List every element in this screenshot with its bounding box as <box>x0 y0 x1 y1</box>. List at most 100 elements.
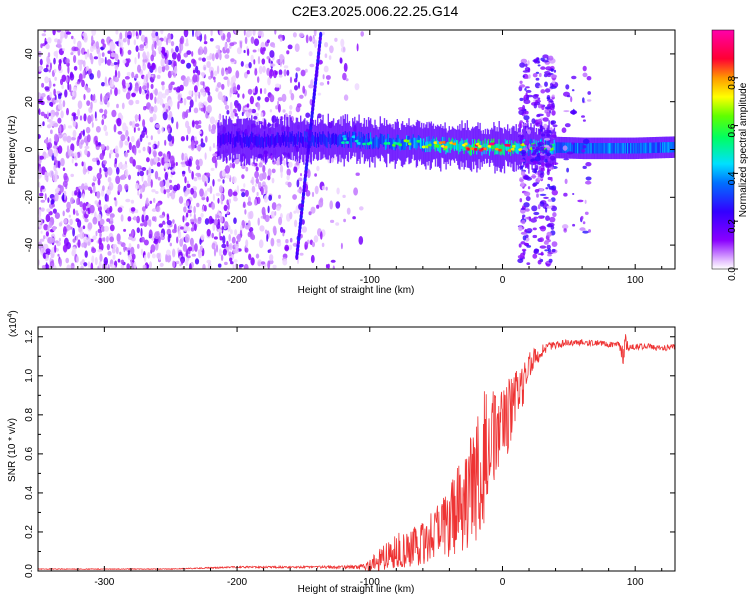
carrier-core <box>646 142 648 154</box>
carrier-core <box>363 135 366 147</box>
noise-speckle <box>79 231 85 240</box>
noise-speckle <box>270 210 275 219</box>
noise-speckle <box>135 45 139 52</box>
carrier-core <box>226 135 229 146</box>
noise-speckle <box>140 188 143 194</box>
noise-speckle <box>89 73 94 80</box>
carrier-core <box>666 142 668 153</box>
vertical-band-blob <box>520 159 526 163</box>
carrier-core <box>619 143 621 154</box>
noise-speckle <box>179 84 184 92</box>
noise-speckle <box>212 179 215 187</box>
carrier-core <box>641 142 644 154</box>
noise-speckle <box>269 69 275 77</box>
noise-speckle <box>211 232 214 239</box>
noise-speckle <box>222 179 225 184</box>
noise-speckle <box>46 208 51 213</box>
carrier-core <box>656 142 659 153</box>
noise-speckle <box>41 265 47 269</box>
noise-speckle <box>186 255 191 259</box>
vertical-band-blob <box>539 225 547 232</box>
noise-speckle <box>269 50 275 58</box>
carrier-core <box>412 134 414 145</box>
noise-speckle <box>132 253 136 260</box>
noise-speckle <box>65 208 70 213</box>
noise-speckle <box>47 37 52 44</box>
noise-speckle <box>197 218 202 225</box>
vertical-band-blob <box>544 106 552 110</box>
vertical-band-blob <box>564 178 568 184</box>
vertical-band-blob <box>539 257 542 260</box>
noise-speckle <box>62 244 68 253</box>
carrier-core <box>573 142 576 154</box>
noise-speckle <box>269 254 274 262</box>
noise-speckle <box>149 261 152 269</box>
noise-speckle <box>359 206 364 211</box>
noise-speckle <box>304 68 308 73</box>
noise-speckle <box>96 213 102 222</box>
noise-speckle <box>220 194 224 201</box>
vertical-band-blob <box>550 74 558 78</box>
vertical-band-blob <box>522 214 526 218</box>
noise-speckle <box>169 184 173 191</box>
noise-speckle <box>156 252 160 259</box>
noise-speckle <box>224 261 228 266</box>
noise-speckle <box>263 195 268 203</box>
noise-speckle <box>194 136 197 142</box>
vertical-band-blob <box>584 199 587 204</box>
vertical-band-blob <box>551 94 555 98</box>
vertical-band-blob <box>550 120 555 126</box>
noise-speckle <box>82 32 87 37</box>
noise-speckle <box>272 44 276 48</box>
vertical-band-blob <box>565 84 570 90</box>
noise-speckle <box>205 176 209 184</box>
vertical-band-blob <box>522 70 530 73</box>
carrier-core <box>638 142 640 154</box>
noise-speckle <box>243 263 249 269</box>
noise-speckle <box>62 210 65 217</box>
noise-speckle <box>289 89 293 95</box>
noise-speckle <box>119 251 122 255</box>
noise-speckle <box>44 171 47 181</box>
vertical-band-blob <box>582 165 587 169</box>
noise-speckle <box>124 140 129 146</box>
carrier-core <box>326 137 328 149</box>
noise-speckle <box>212 142 216 149</box>
noise-speckle <box>317 92 322 96</box>
noise-speckle <box>161 157 165 166</box>
noise-speckle <box>164 64 170 71</box>
noise-speckle <box>43 254 46 259</box>
noise-speckle <box>257 96 261 101</box>
carrier-core <box>630 143 632 154</box>
noise-speckle <box>75 235 79 241</box>
vertical-band-blob <box>537 97 541 100</box>
noise-speckle <box>122 59 127 64</box>
noise-speckle <box>186 62 192 69</box>
noise-speckle <box>65 31 72 35</box>
carrier-core <box>273 137 275 148</box>
noise-speckle <box>186 96 192 100</box>
carrier-core <box>528 145 530 156</box>
vertical-band-blob <box>540 251 544 256</box>
vertical-band-blob <box>525 63 528 67</box>
noise-speckle <box>114 69 118 78</box>
snr-x-axis-label: Height of straight line (km) <box>298 584 415 595</box>
vertical-band-blob <box>571 75 577 80</box>
noise-speckle <box>179 263 182 267</box>
noise-speckle <box>107 251 112 256</box>
noise-speckle <box>90 55 94 65</box>
noise-speckle <box>233 259 238 263</box>
carrier-core <box>378 137 380 148</box>
vertical-band-blob <box>547 158 551 162</box>
vertical-band-blob <box>542 59 549 63</box>
noise-speckle <box>169 155 175 165</box>
snr-series <box>38 334 675 571</box>
vertical-band-blob <box>525 96 530 101</box>
vertical-band-blob <box>527 186 531 190</box>
noise-speckle <box>107 166 113 176</box>
noise-speckle <box>233 217 237 224</box>
noise-speckle <box>203 205 207 212</box>
vertical-band-blob <box>531 118 536 124</box>
noise-speckle <box>82 202 87 211</box>
noise-speckle <box>352 216 356 220</box>
